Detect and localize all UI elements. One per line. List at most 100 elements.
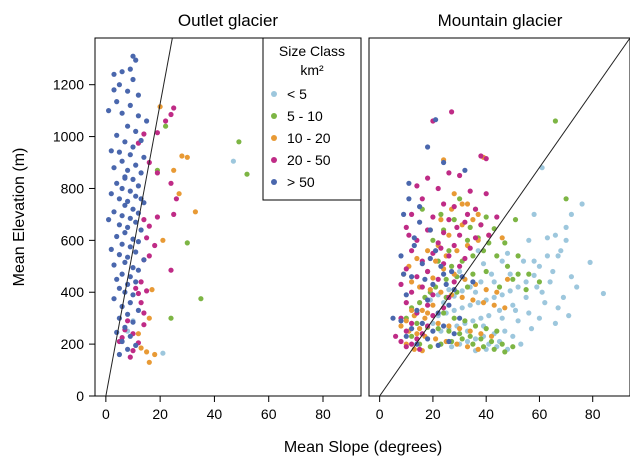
data-point [403, 224, 409, 230]
data-point [446, 328, 452, 334]
data-point [467, 188, 473, 194]
data-point [486, 232, 492, 238]
data-point [114, 99, 120, 105]
data-point [560, 294, 567, 300]
data-point [430, 320, 436, 326]
data-point [459, 288, 465, 294]
data-point [398, 338, 404, 345]
data-point [108, 191, 114, 197]
data-point [488, 333, 495, 339]
data-point [457, 172, 463, 179]
data-point [198, 296, 204, 302]
data-point [446, 253, 452, 259]
data-point [144, 235, 150, 241]
data-point [398, 323, 404, 329]
data-point [152, 242, 158, 249]
data-point [127, 244, 133, 250]
panel-outlet-title: Outlet glacier [178, 11, 278, 30]
data-point [425, 336, 431, 342]
data-point [449, 263, 455, 269]
data-point [472, 289, 479, 295]
data-point [502, 349, 508, 355]
data-point [488, 338, 495, 345]
data-point [446, 248, 452, 254]
data-point [119, 158, 125, 164]
data-point [441, 300, 447, 306]
data-point [510, 302, 516, 308]
data-point [130, 292, 136, 298]
data-point [536, 315, 543, 321]
panel-mountain-title: Mountain glacier [438, 11, 563, 30]
data-point [171, 105, 177, 111]
data-point [116, 222, 122, 228]
data-point [419, 284, 425, 290]
data-point [435, 320, 441, 326]
data-point [587, 259, 593, 265]
data-point [464, 344, 471, 350]
data-point [496, 307, 503, 313]
data-point [435, 342, 441, 348]
y-tick-label: 1000 [53, 129, 84, 145]
data-point [451, 204, 457, 210]
panel-mountain-frame [368, 37, 630, 397]
y-axis: 0 200 400 600 800 1000 1200 [53, 77, 95, 404]
data-point [116, 196, 122, 202]
data-point [438, 211, 444, 217]
data-point [135, 183, 141, 189]
data-point [494, 253, 500, 259]
data-point [398, 281, 404, 287]
data-point [125, 318, 131, 324]
data-point [138, 137, 144, 144]
data-point [422, 276, 428, 282]
data-point [464, 284, 471, 290]
data-point [544, 235, 551, 241]
data-point [135, 239, 141, 245]
data-point [552, 320, 559, 326]
data-point [459, 294, 465, 300]
data-point [409, 320, 415, 326]
data-point [135, 307, 141, 313]
data-point [467, 328, 473, 334]
y-tick-label: 1200 [53, 77, 84, 93]
data-point [446, 232, 452, 238]
data-point [192, 209, 198, 215]
data-point [163, 123, 169, 129]
data-point [430, 237, 436, 243]
data-point [430, 313, 436, 319]
data-point [116, 252, 122, 258]
y-tick-label: 600 [61, 232, 85, 248]
data-point [130, 319, 136, 325]
data-point [414, 183, 420, 189]
data-point [430, 302, 436, 308]
data-point [430, 214, 436, 220]
data-point [462, 167, 468, 173]
data-point [138, 345, 144, 351]
data-point [409, 289, 415, 295]
data-point [441, 271, 447, 277]
data-point [133, 219, 139, 225]
data-point [160, 350, 166, 356]
data-point [464, 338, 471, 345]
data-point [433, 258, 439, 264]
data-point [398, 318, 404, 324]
panel-outlet: Outlet glacier 0 20 40 60 80 [94, 11, 362, 422]
data-point [472, 206, 479, 212]
data-point [135, 331, 141, 337]
data-point [425, 144, 431, 150]
data-point [526, 237, 532, 243]
data-point [409, 274, 415, 280]
data-point [459, 336, 465, 342]
data-point [168, 180, 174, 186]
data-point [467, 302, 473, 308]
data-point [146, 253, 152, 259]
data-point [144, 288, 150, 294]
legend-label: < 5 [287, 86, 307, 102]
data-point [502, 305, 508, 311]
data-point [122, 202, 128, 208]
data-point [457, 268, 463, 275]
x-tick-label: 20 [152, 406, 168, 422]
panel-outlet-points [106, 53, 250, 365]
data-point [401, 211, 407, 217]
data-point [430, 275, 436, 281]
